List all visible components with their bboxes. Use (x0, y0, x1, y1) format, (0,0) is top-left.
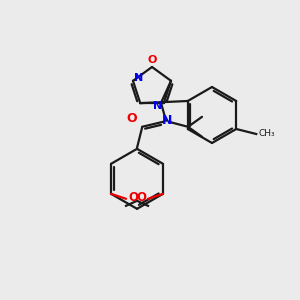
Text: O: O (136, 191, 146, 204)
Text: O: O (128, 191, 138, 204)
Text: CH₃: CH₃ (258, 130, 275, 139)
Text: O: O (127, 112, 137, 125)
Text: N: N (134, 73, 144, 83)
Text: N: N (153, 101, 162, 111)
Text: N: N (162, 114, 172, 127)
Text: O: O (147, 55, 157, 65)
